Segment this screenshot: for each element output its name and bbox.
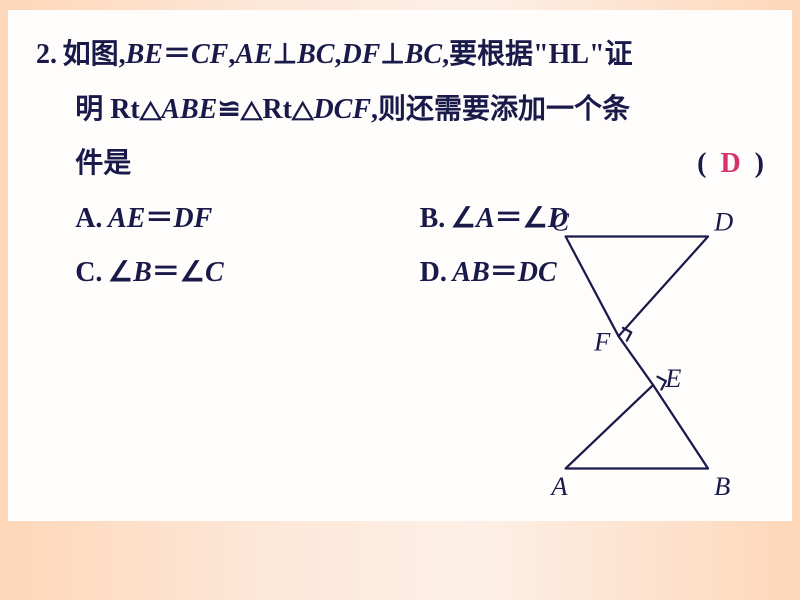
option-c: C.∠B＝∠C [75, 246, 419, 301]
label-c: C [551, 206, 569, 236]
triangle-icon: △ [292, 87, 314, 133]
label-f: F [593, 326, 611, 356]
text-rt: Rt [262, 94, 292, 125]
op-eq: ＝ [163, 39, 191, 70]
problem-number: 2. [36, 39, 57, 70]
op-perp: ⊥ [273, 39, 297, 70]
var-ae: AE [235, 39, 272, 70]
var: A [476, 203, 495, 234]
var-bc: BC [405, 39, 442, 70]
op-eq: ＝ [495, 203, 523, 234]
text-hl: HL [549, 39, 589, 70]
answer-letter: D [715, 148, 746, 179]
var: DF [173, 203, 212, 234]
text-zheng: "证 [589, 39, 633, 70]
op-eq: ＝ [152, 257, 180, 288]
answer-bracket: ( D) [697, 137, 764, 192]
option-label: B. [420, 203, 446, 234]
var-bc: BC [297, 39, 334, 70]
option-a: A.AE＝DF [75, 192, 419, 247]
text-jianshi: 件是 [75, 148, 131, 179]
problem-line-3: 件是 ( D) [36, 137, 764, 192]
var: C [205, 257, 224, 288]
text-rt: Rt [110, 94, 140, 125]
label-e: E [664, 363, 681, 393]
var: B [133, 257, 152, 288]
angle-icon: ∠ [108, 257, 133, 288]
var-dcf: DCF [313, 94, 371, 125]
label-d: D [713, 206, 733, 236]
option-label: D. [420, 257, 447, 288]
var-be: BE [126, 39, 163, 70]
var-cf: CF [191, 39, 228, 70]
geometry-figure: C D F E A B [542, 206, 752, 501]
problem-line-2: 明 Rt△ABE≌△Rt△DCF,则还需要添加一个条 [36, 83, 764, 138]
option-label: A. [75, 203, 102, 234]
problem-panel: 2.如图,BE＝CF,AE⊥BC,DF⊥BC,要根据"HL"证 明 Rt△ABE… [8, 10, 792, 521]
problem-line-1: 2.如图,BE＝CF,AE⊥BC,DF⊥BC,要根据"HL"证 [36, 28, 764, 83]
label-a: A [549, 471, 568, 501]
line-fe [619, 336, 654, 385]
label-b: B [714, 471, 730, 501]
text-rutu: 如图, [63, 39, 126, 70]
bracket-left: ( [697, 148, 706, 179]
op-eq: ＝ [145, 203, 173, 234]
triangle-cdf [566, 236, 708, 336]
text-ming: 明 [75, 94, 110, 125]
option-label: C. [75, 257, 102, 288]
right-angle-f [623, 328, 631, 341]
op-congruent: ≌ [217, 94, 240, 125]
figure-svg: C D F E A B [542, 206, 752, 501]
triangle-icon: △ [241, 87, 263, 133]
bracket-right: ) [755, 148, 764, 179]
angle-icon: ∠ [451, 203, 476, 234]
triangle-abe [566, 385, 708, 468]
var-abe: ABE [161, 94, 217, 125]
text-zehai: ,则还需要添加一个条 [371, 94, 630, 125]
triangle-icon: △ [140, 87, 162, 133]
angle-icon: ∠ [180, 257, 205, 288]
op-perp: ⊥ [380, 39, 404, 70]
var: AE [108, 203, 145, 234]
text-yaogenju: ,要根据" [442, 39, 549, 70]
var: AB [452, 257, 489, 288]
var-df: DF [341, 39, 380, 70]
op-eq: ＝ [490, 257, 518, 288]
